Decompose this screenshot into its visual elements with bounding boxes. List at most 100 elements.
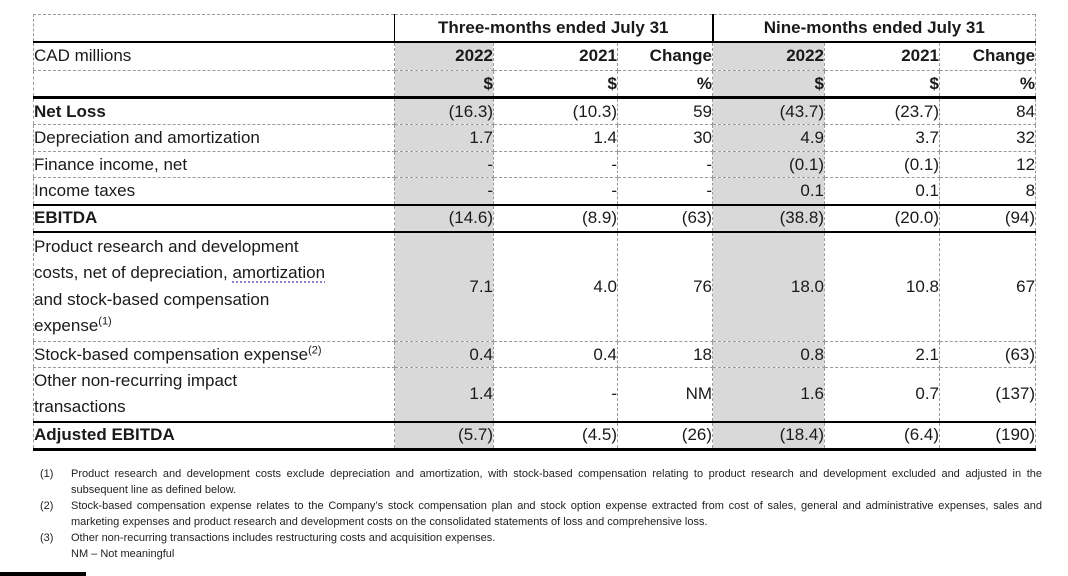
nine-months-group-header: Nine-months ended July 31 <box>711 14 1037 43</box>
cell-value: 1.4 <box>394 367 494 423</box>
cell-value: (8.9) <box>493 203 618 233</box>
unit-label: CAD millions <box>33 41 395 71</box>
cell-value: 0.4 <box>493 341 618 368</box>
cell-value: 84 <box>939 97 1037 125</box>
cell-value: (26) <box>617 420 714 452</box>
cell-value: 67 <box>939 231 1037 342</box>
cell-value: 59 <box>617 97 714 125</box>
table-row-net-loss: Net Loss (16.3) (10.3) 59 (43.7) (23.7) … <box>33 97 1037 125</box>
cell-value: - <box>617 151 714 178</box>
row-label: EBITDA <box>33 203 395 233</box>
cell-value: (14.6) <box>394 203 494 233</box>
cell-value: (6.4) <box>824 420 941 452</box>
cell-value: 1.7 <box>394 124 494 152</box>
spellcheck-underlined-word: amortization <box>232 263 326 283</box>
footnote-marker: (3) <box>40 532 54 544</box>
period-header-row: Three-months ended July 31 Nine-months e… <box>33 14 1037 43</box>
cell-value: (38.8) <box>712 203 826 233</box>
dollar-sign-3m-2021: $ <box>493 70 618 99</box>
row-label-text: Other non-recurring impact transactions <box>34 371 238 417</box>
cell-value: (4.5) <box>493 420 618 452</box>
cell-value: (63) <box>617 203 714 233</box>
cell-value: 30 <box>617 124 714 152</box>
row-label: Depreciation and amortization <box>33 124 395 152</box>
footnote-ref-2: (2) <box>308 343 322 356</box>
cell-value: 18 <box>617 341 714 368</box>
cell-value: 0.4 <box>394 341 494 368</box>
cell-value: 4.0 <box>493 231 618 342</box>
cell-value: 76 <box>617 231 714 342</box>
row-label: Net Loss <box>33 97 395 125</box>
three-months-group-header: Three-months ended July 31 <box>393 14 714 43</box>
col-header-9m-2022: 2022 <box>712 41 826 71</box>
cell-value: NM <box>617 367 714 423</box>
col-header-3m-change: Change <box>617 41 714 71</box>
dollar-sign-9m-2022: $ <box>712 70 826 99</box>
cell-value: 1.4 <box>493 124 618 152</box>
cell-value: 0.7 <box>824 367 941 423</box>
unit-sign-row: $ $ % $ $ % <box>33 70 1037 99</box>
cell-value: 2.1 <box>824 341 941 368</box>
cell-value: (0.1) <box>824 151 941 178</box>
cell-value: 1.6 <box>712 367 826 423</box>
footnotes-section: (1) Product research and development cos… <box>40 466 1042 562</box>
cell-value: 10.8 <box>824 231 941 342</box>
corner-empty-cell <box>33 14 395 43</box>
footnote-ref-1: (1) <box>98 315 112 328</box>
cell-value: - <box>617 177 714 205</box>
row-label: Finance income, net <box>33 151 395 178</box>
footnote-text: Stock-based compensation expense relates… <box>71 500 1042 528</box>
percent-sign-9m: % <box>939 70 1037 99</box>
cell-value: 12 <box>939 151 1037 178</box>
nm-definition-note: NM – Not meaningful <box>71 548 175 560</box>
percent-sign-3m: % <box>617 70 714 99</box>
footnote-3: (3) Other non-recurring transactions inc… <box>40 530 1042 546</box>
cell-value: (5.7) <box>394 420 494 452</box>
footnote-text: Product research and development costs e… <box>71 468 1042 496</box>
cell-value: - <box>394 177 494 205</box>
table-row-adjusted-ebitda: Adjusted EBITDA (5.7) (4.5) (26) (18.4) … <box>33 420 1037 452</box>
cell-value: 32 <box>939 124 1037 152</box>
cell-value: - <box>493 151 618 178</box>
footnote-text: Other non-recurring transactions include… <box>71 532 496 544</box>
cell-value: 7.1 <box>394 231 494 342</box>
dollar-sign-3m-2022: $ <box>394 70 494 99</box>
empty-cell <box>33 70 395 99</box>
col-header-3m-2021: 2021 <box>493 41 618 71</box>
table-row-product-rnd: Product research and development costs, … <box>33 231 1037 342</box>
cell-value: (94) <box>939 203 1037 233</box>
cell-value: (137) <box>939 367 1037 423</box>
cell-value: - <box>493 367 618 423</box>
ebitda-reconciliation-table: Three-months ended July 31 Nine-months e… <box>33 14 1037 452</box>
table-row-depreciation: Depreciation and amortization 1.7 1.4 30… <box>33 124 1037 152</box>
cell-value: 0.1 <box>824 177 941 205</box>
col-header-3m-2022: 2022 <box>394 41 494 71</box>
cell-value: (20.0) <box>824 203 941 233</box>
cell-value: - <box>493 177 618 205</box>
col-header-9m-2021: 2021 <box>824 41 941 71</box>
table-row-income-taxes: Income taxes - - - 0.1 0.1 8 <box>33 177 1037 205</box>
footnote-1: (1) Product research and development cos… <box>40 466 1042 498</box>
cell-value: (23.7) <box>824 97 941 125</box>
cell-value: (18.4) <box>712 420 826 452</box>
table-row-ebitda: EBITDA (14.6) (8.9) (63) (38.8) (20.0) (… <box>33 203 1037 233</box>
cell-value: (0.1) <box>712 151 826 178</box>
cell-value: 4.9 <box>712 124 826 152</box>
footnote-marker: (1) <box>40 468 54 480</box>
row-label-text: and stock-based compensation expense <box>34 289 270 336</box>
cell-value: (10.3) <box>493 97 618 125</box>
table-row-other-non-recurring: Other non-recurring impact transactions … <box>33 367 1037 423</box>
table-row-stock-based-comp: Stock-based compensation expense(2) 0.4 … <box>33 341 1037 368</box>
footnote-2: (2) Stock-based compensation expense rel… <box>40 498 1042 530</box>
cell-value: (63) <box>939 341 1037 368</box>
row-label: Stock-based compensation expense(2) <box>33 341 395 368</box>
col-header-9m-change: Change <box>939 41 1037 71</box>
dollar-sign-9m-2021: $ <box>824 70 941 99</box>
cell-value: (43.7) <box>712 97 826 125</box>
row-label: Other non-recurring impact transactions <box>33 367 395 423</box>
cell-value: (16.3) <box>394 97 494 125</box>
cell-value: 18.0 <box>712 231 826 342</box>
row-label-text: Stock-based compensation expense <box>34 344 309 364</box>
bottom-left-rule <box>0 572 86 576</box>
